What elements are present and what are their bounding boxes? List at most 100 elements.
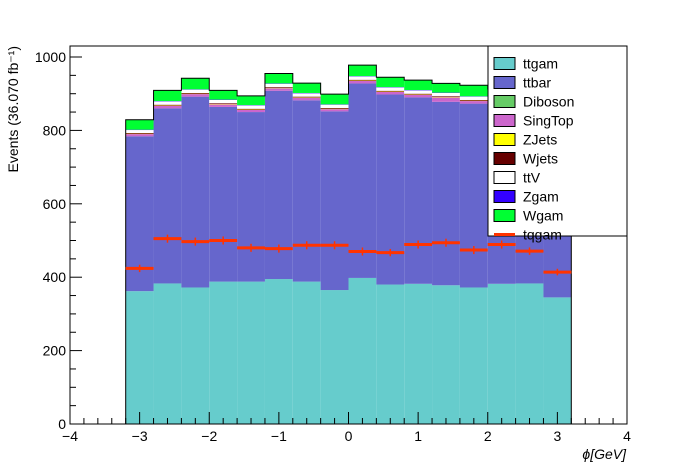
bar-ttv-bin-1	[153, 101, 182, 105]
y-tick-label: 400	[43, 269, 67, 285]
bar-singtop-bin-5	[264, 88, 293, 91]
bar-ttv-bin-11	[432, 92, 460, 97]
legend-label-wjets: Wjets	[523, 151, 558, 167]
legend-label-tqgam: tqgam	[523, 227, 562, 243]
bar-ttv-bin-0	[125, 130, 154, 133]
bar-singtop-bin-11	[432, 97, 460, 102]
bar-wjets-bin-4	[237, 108, 265, 110]
legend-swatch-ttbar	[493, 76, 516, 89]
x-tick-label: 2	[484, 428, 492, 444]
legend-label-ttv: ttV	[523, 170, 541, 186]
bar-wjets-bin-10	[404, 93, 433, 95]
legend-swatch-ttgam	[493, 57, 516, 70]
bar-wgam-bin-12	[459, 85, 488, 97]
bar-ttbar-bin-4	[237, 112, 265, 282]
y-tick-label: 600	[43, 196, 67, 212]
bar-ttbar-bin-6	[292, 100, 321, 282]
y-tick-label: 0	[58, 416, 66, 432]
bar-ttbar-bin-7	[320, 111, 349, 291]
bar-ttgam-bin-2	[181, 287, 210, 424]
bar-wjets-bin-7	[320, 108, 349, 109]
bar-wjets-bin-8	[348, 79, 377, 81]
legend-label-ttgam: ttgam	[523, 56, 558, 72]
x-tick-label: 4	[623, 428, 631, 444]
bar-ttgam-bin-7	[320, 290, 349, 424]
bar-wgam-bin-6	[292, 83, 321, 93]
bar-singtop-bin-1	[153, 105, 182, 109]
bar-ttv-bin-9	[376, 87, 405, 91]
x-tick-label: −4	[62, 428, 78, 444]
legend-swatch-wgam	[493, 209, 516, 222]
x-axis: −4 −3 −2 −1 0 1 2 3 4	[62, 412, 631, 444]
bar-ttbar-bin-2	[181, 96, 210, 288]
bar-wjets-bin-5	[264, 87, 293, 88]
bar-ttgam-bin-6	[292, 281, 321, 424]
bar-wgam-bin-8	[348, 65, 377, 77]
legend-swatch-zgam	[493, 190, 516, 203]
legend-label-wgam: Wgam	[523, 208, 563, 224]
legend-swatch-zjets	[493, 133, 516, 146]
bar-wgam-bin-4	[237, 95, 265, 106]
bar-wgam-bin-0	[125, 119, 154, 130]
bar-ttgam-bin-11	[432, 285, 460, 424]
bar-ttgam-bin-8	[348, 277, 377, 424]
bar-ttbar-bin-10	[404, 97, 433, 284]
histogram-bars	[125, 64, 572, 424]
bar-ttbar-bin-1	[153, 108, 182, 284]
x-axis-title: ϕ[GeV]	[582, 446, 627, 462]
bar-wjets-bin-2	[181, 92, 210, 94]
bar-wjets-bin-12	[459, 99, 488, 101]
bar-singtop-bin-6	[292, 97, 321, 101]
bar-ttgam-bin-13	[487, 283, 516, 424]
legend: ttgam ttbar Diboson SingTop ZJets Wjets ttV Zga…	[487, 45, 628, 243]
x-tick-label: −1	[271, 428, 287, 444]
bar-ttv-bin-12	[459, 96, 488, 100]
bar-wgam-bin-11	[432, 83, 460, 93]
bar-wgam-bin-5	[264, 73, 293, 84]
bar-singtop-bin-7	[320, 109, 349, 112]
bar-ttv-bin-10	[404, 90, 433, 94]
bar-singtop-bin-2	[181, 94, 210, 97]
x-tick-label: 0	[345, 428, 353, 444]
x-tick-label: −3	[132, 428, 148, 444]
bar-ttgam-bin-5	[264, 279, 293, 424]
bar-ttgam-bin-14	[515, 283, 544, 424]
bar-ttv-bin-7	[320, 104, 349, 109]
y-axis-title: Events (36.070 fb⁻¹)	[5, 46, 21, 172]
legend-label-singtop: SingTop	[523, 113, 574, 129]
x-tick-label: 1	[414, 428, 422, 444]
bar-ttgam-bin-12	[459, 287, 488, 424]
x-tick-label: −2	[201, 428, 217, 444]
bar-ttv-bin-5	[264, 83, 293, 88]
legend-swatch-singtop	[493, 114, 516, 127]
bar-wjets-bin-6	[292, 96, 321, 98]
bar-ttv-bin-3	[209, 99, 238, 104]
y-tick-label: 1000	[35, 49, 66, 65]
bar-ttbar-bin-12	[459, 103, 488, 288]
tqgam-overlay	[125, 234, 572, 276]
legend-label-zgam: Zgam	[523, 189, 559, 205]
bar-wgam-bin-9	[376, 77, 405, 88]
bar-singtop-bin-3	[209, 104, 238, 107]
bar-ttv-bin-2	[181, 89, 210, 93]
y-tick-label: 800	[43, 122, 67, 138]
bar-ttbar-bin-3	[209, 106, 238, 282]
bar-wgam-bin-2	[181, 78, 210, 90]
bar-ttbar-bin-8	[348, 83, 377, 278]
bar-wgam-bin-3	[209, 90, 238, 100]
legend-label-ttbar: ttbar	[523, 75, 551, 91]
bar-ttgam-bin-0	[125, 291, 154, 424]
bar-wjets-bin-9	[376, 90, 405, 92]
bar-singtop-bin-4	[237, 109, 265, 113]
bar-singtop-bin-12	[459, 101, 488, 104]
legend-swatch-ttv	[493, 171, 516, 184]
bar-wgam-bin-7	[320, 94, 349, 105]
legend-swatch-diboson	[493, 95, 516, 108]
bar-ttgam-bin-9	[376, 284, 405, 424]
bar-wgam-bin-1	[153, 90, 182, 102]
bar-ttgam-bin-15	[543, 297, 572, 424]
bar-ttgam-bin-10	[404, 283, 433, 424]
legend-label-diboson: Diboson	[523, 94, 574, 110]
bar-wgam-bin-10	[404, 80, 433, 91]
bar-singtop-bin-8	[348, 80, 377, 84]
